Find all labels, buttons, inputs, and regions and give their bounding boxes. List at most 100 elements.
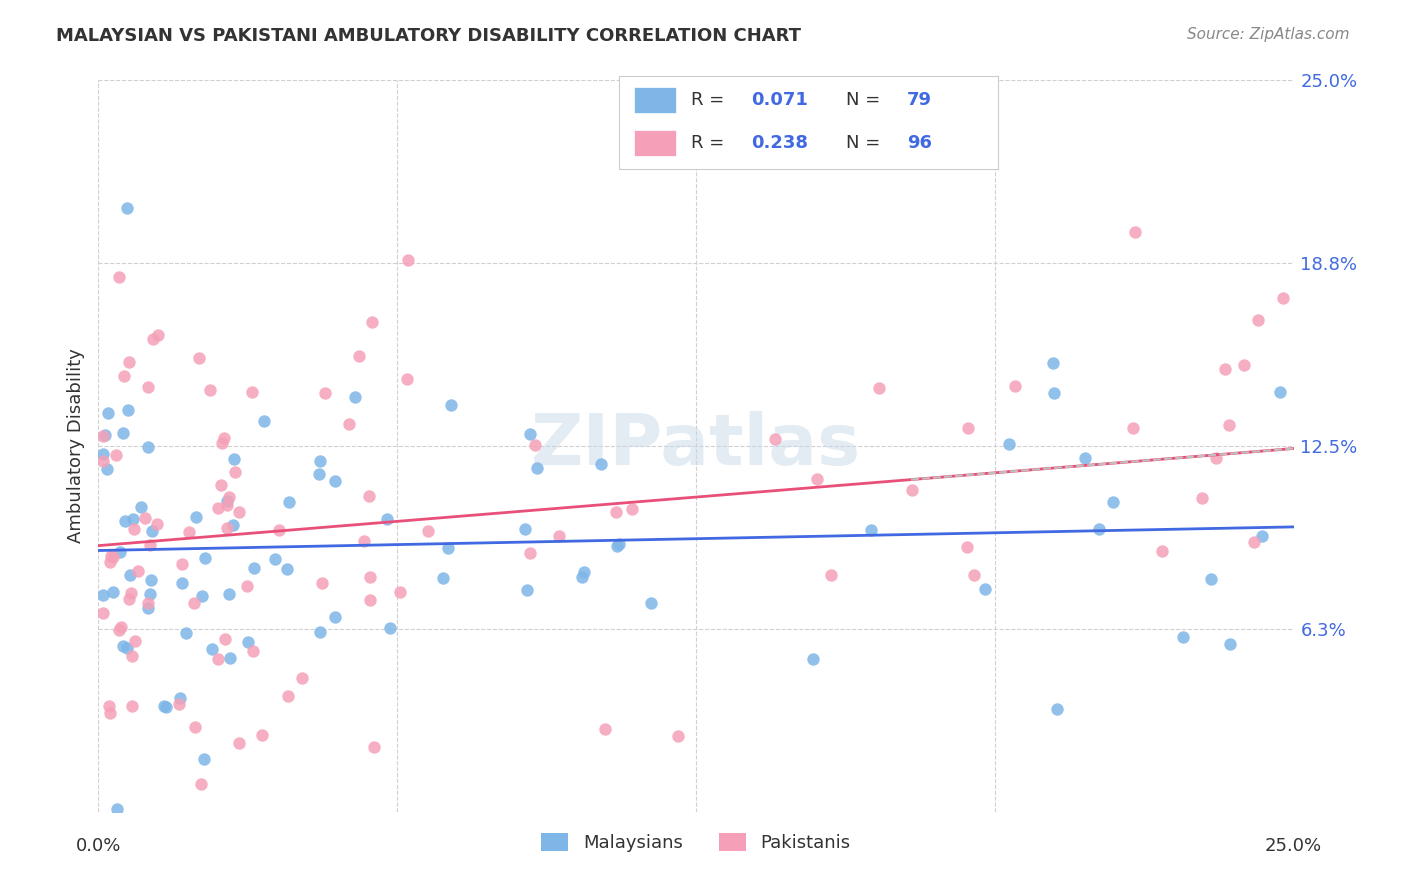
Point: [1046, 702, 1069, 716]
Point: [1219, 637, 1241, 651]
Point: [224, 466, 246, 480]
Point: [118, 591, 141, 606]
Point: [194, 551, 217, 566]
Point: [198, 384, 221, 398]
Text: Source: ZipAtlas.com: Source: ZipAtlas.com: [1187, 27, 1350, 42]
Point: [437, 541, 460, 555]
Point: [139, 573, 162, 587]
Point: [353, 533, 375, 548]
Point: [219, 651, 242, 665]
Point: [186, 510, 208, 524]
Point: [640, 596, 662, 610]
Point: [290, 671, 312, 685]
Point: [1043, 386, 1066, 401]
Point: [224, 452, 246, 467]
Point: [572, 565, 595, 579]
Point: [955, 540, 977, 554]
Point: [177, 525, 200, 540]
Point: [142, 332, 165, 346]
Point: [1102, 494, 1125, 508]
Point: [98, 555, 121, 569]
Point: [96, 461, 118, 475]
Point: [136, 596, 159, 610]
Point: [1213, 362, 1236, 376]
Text: R =: R =: [690, 91, 730, 109]
Point: [308, 454, 330, 468]
Point: [108, 270, 131, 285]
Point: [108, 545, 131, 559]
Point: [252, 728, 274, 742]
Point: [218, 490, 240, 504]
Point: [1004, 379, 1026, 393]
Text: MALAYSIAN VS PAKISTANI AMBULATORY DISABILITY CORRELATION CHART: MALAYSIAN VS PAKISTANI AMBULATORY DISABI…: [56, 27, 801, 45]
Point: [589, 457, 612, 471]
Point: [191, 589, 214, 603]
Point: [201, 641, 224, 656]
Bar: [634, 130, 675, 156]
Point: [269, 523, 291, 537]
Point: [212, 431, 235, 445]
Text: 0.071: 0.071: [751, 91, 808, 109]
Point: [820, 568, 842, 582]
Point: [221, 518, 243, 533]
Text: 25.0%: 25.0%: [1265, 837, 1322, 855]
Point: [211, 436, 233, 450]
Point: [121, 649, 143, 664]
Point: [243, 561, 266, 575]
Point: [214, 632, 236, 647]
Point: [236, 634, 259, 648]
Point: [215, 498, 238, 512]
Point: [359, 593, 381, 607]
Point: [859, 523, 882, 537]
Point: [1271, 291, 1294, 305]
Text: 0.0%: 0.0%: [76, 837, 121, 855]
Point: [1074, 450, 1097, 465]
Point: [117, 402, 139, 417]
Point: [120, 586, 142, 600]
Text: 0.238: 0.238: [751, 134, 808, 152]
Point: [1233, 358, 1256, 372]
Point: [347, 349, 370, 363]
Point: [396, 253, 419, 268]
Point: [396, 372, 419, 386]
Point: [136, 379, 159, 393]
Point: [114, 515, 136, 529]
Point: [606, 539, 628, 553]
Point: [1218, 417, 1240, 432]
Point: [519, 546, 541, 560]
Point: [1250, 529, 1272, 543]
Point: [94, 428, 117, 442]
Point: [207, 500, 229, 515]
Point: [174, 626, 197, 640]
Point: [997, 436, 1019, 450]
Point: [314, 386, 336, 401]
Point: [97, 699, 120, 714]
Point: [240, 384, 263, 399]
Point: [91, 447, 114, 461]
Point: [621, 502, 644, 516]
Point: [1191, 491, 1213, 505]
Point: [139, 538, 162, 552]
Point: [1246, 313, 1268, 327]
Point: [127, 564, 149, 578]
Text: R =: R =: [690, 134, 730, 152]
Point: [131, 500, 153, 514]
Point: [112, 368, 135, 383]
Point: [136, 440, 159, 454]
Point: [1150, 544, 1173, 558]
Point: [105, 448, 128, 462]
Point: [323, 610, 346, 624]
Point: [278, 495, 301, 509]
Point: [605, 505, 627, 519]
Text: N =: N =: [846, 134, 886, 152]
Point: [806, 472, 828, 486]
Point: [170, 575, 193, 590]
Point: [1201, 572, 1223, 586]
Point: [121, 698, 143, 713]
Point: [228, 505, 250, 519]
Point: [901, 483, 924, 497]
Point: [141, 524, 163, 539]
Point: [1171, 630, 1194, 644]
Point: [571, 570, 593, 584]
Point: [139, 587, 162, 601]
